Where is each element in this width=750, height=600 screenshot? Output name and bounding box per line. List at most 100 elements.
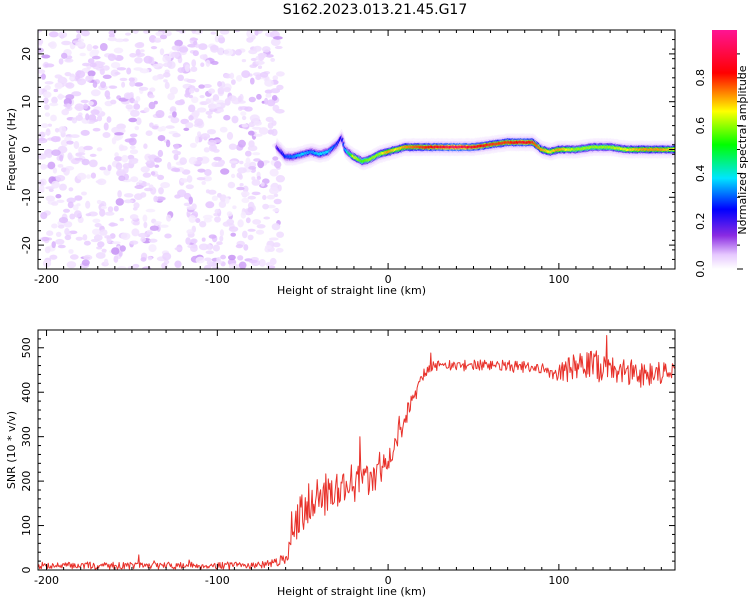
heatmap-cell xyxy=(155,110,165,118)
heatmap-cell xyxy=(133,103,141,110)
heatmap-cell xyxy=(147,256,153,261)
heatmap-cell xyxy=(194,118,204,126)
heatmap-cell xyxy=(208,88,216,94)
heatmap-cell xyxy=(167,161,172,170)
heatmap-cell xyxy=(51,96,58,104)
heatmap-cell xyxy=(114,156,123,162)
heatmap-cell xyxy=(205,98,211,104)
heatmap-cell xyxy=(186,229,194,235)
heatmap-cell xyxy=(240,191,250,197)
heatmap-cell xyxy=(108,33,115,38)
heatmap-cell xyxy=(123,166,129,174)
heatmap-cell xyxy=(129,133,138,138)
heatmap-cell xyxy=(184,92,190,98)
heatmap-cell xyxy=(210,44,219,51)
heatmap-cell xyxy=(102,132,111,138)
heatmap-cell xyxy=(90,109,100,115)
heatmap-cell xyxy=(70,134,80,139)
colorbar-tick-label: 0.2 xyxy=(694,212,707,230)
heatmap-cell xyxy=(266,194,275,200)
heatmap-cell xyxy=(52,167,58,174)
heatmap-cell xyxy=(66,103,71,110)
heatmap-cell xyxy=(110,61,121,69)
heatmap-cell xyxy=(128,117,137,123)
heatmap-cell xyxy=(237,139,246,148)
heatmap-cell xyxy=(274,161,282,169)
heatmap-cell xyxy=(219,30,230,35)
heatmap-cell xyxy=(116,67,127,71)
heatmap-cell xyxy=(229,72,235,80)
heatmap-cell xyxy=(264,245,272,250)
heatmap-cell xyxy=(236,186,245,191)
heatmap-cell xyxy=(121,154,129,163)
heatmap-cell xyxy=(76,203,81,207)
heatmap-cell xyxy=(272,242,281,248)
heatmap-cell xyxy=(146,231,154,235)
heatmap-cell xyxy=(79,52,87,57)
heatmap-cell xyxy=(82,234,88,241)
heatmap-cell xyxy=(38,30,43,33)
heatmap-cell xyxy=(59,183,67,191)
heatmap-cell xyxy=(117,190,122,198)
heatmap-cell xyxy=(56,199,65,203)
heatmap-cell xyxy=(109,233,116,239)
heatmap-cell xyxy=(253,158,261,162)
heatmap-cell xyxy=(164,233,172,239)
heatmap-cell xyxy=(90,238,100,243)
heatmap-cell xyxy=(55,194,62,199)
heatmap-cell xyxy=(133,202,140,209)
snr-x-tick-label: 100 xyxy=(548,574,569,587)
heatmap-cell xyxy=(41,236,50,242)
heatmap-cell xyxy=(191,59,197,67)
heatmap-cell xyxy=(54,82,63,90)
heatmap-cell xyxy=(210,31,217,35)
heatmap-cell xyxy=(198,243,209,251)
heatmap-cell xyxy=(57,164,64,168)
heatmap-cell xyxy=(101,248,107,253)
heatmap-cell xyxy=(206,260,213,266)
heatmap-cell xyxy=(66,261,77,269)
heatmap-cell xyxy=(243,244,249,251)
heatmap-cell xyxy=(242,230,248,239)
heatmap-cell xyxy=(207,114,212,119)
heatmap-cell xyxy=(190,238,198,244)
heatmap-cell xyxy=(270,38,281,46)
heatmap-cell xyxy=(82,62,90,67)
heatmap-cell xyxy=(270,88,281,94)
snr-y-tick-label: 200 xyxy=(20,471,33,492)
heatmap-cell xyxy=(129,240,139,245)
heatmap-cell xyxy=(179,99,185,104)
heatmap-cell xyxy=(83,103,89,110)
heatmap-cell xyxy=(65,82,75,89)
heatmap-cell xyxy=(134,185,144,189)
heatmap-cell xyxy=(158,187,164,195)
spectrogram-y-tick-label: 10 xyxy=(20,95,33,109)
heatmap-cell xyxy=(60,139,69,147)
heatmap-cell xyxy=(253,120,262,126)
heatmap-cell xyxy=(204,257,212,262)
heatmap-cell xyxy=(44,131,51,135)
heatmap-cell xyxy=(250,57,257,62)
heatmap-cell xyxy=(241,197,250,203)
colorbar-gradient xyxy=(712,30,737,269)
heatmap-cell xyxy=(177,74,184,82)
heatmap-cell xyxy=(115,198,125,206)
heatmap-cell xyxy=(219,235,224,242)
heatmap-cell xyxy=(195,160,202,165)
heatmap-cell xyxy=(133,67,144,71)
heatmap-cell xyxy=(154,164,160,168)
heatmap-cell xyxy=(145,130,153,136)
heatmap-cell xyxy=(235,49,242,56)
heatmap-cell xyxy=(177,189,187,198)
spectrogram-x-tick-label: 0 xyxy=(385,273,392,286)
snr-x-tick-label: 0 xyxy=(385,574,392,587)
heatmap-cell xyxy=(271,95,278,101)
figure-title: S162.2023.013.21.45.G17 xyxy=(283,2,468,18)
heatmap-cell xyxy=(99,43,108,51)
heatmap-cell xyxy=(90,89,101,97)
heatmap-cell xyxy=(44,104,50,110)
heatmap-cell xyxy=(163,62,170,67)
heatmap-cell xyxy=(92,127,101,132)
heatmap-cell xyxy=(237,95,242,103)
heatmap-cell xyxy=(83,145,93,151)
